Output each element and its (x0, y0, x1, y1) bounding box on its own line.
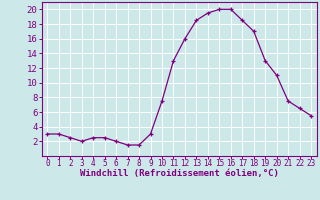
X-axis label: Windchill (Refroidissement éolien,°C): Windchill (Refroidissement éolien,°C) (80, 169, 279, 178)
